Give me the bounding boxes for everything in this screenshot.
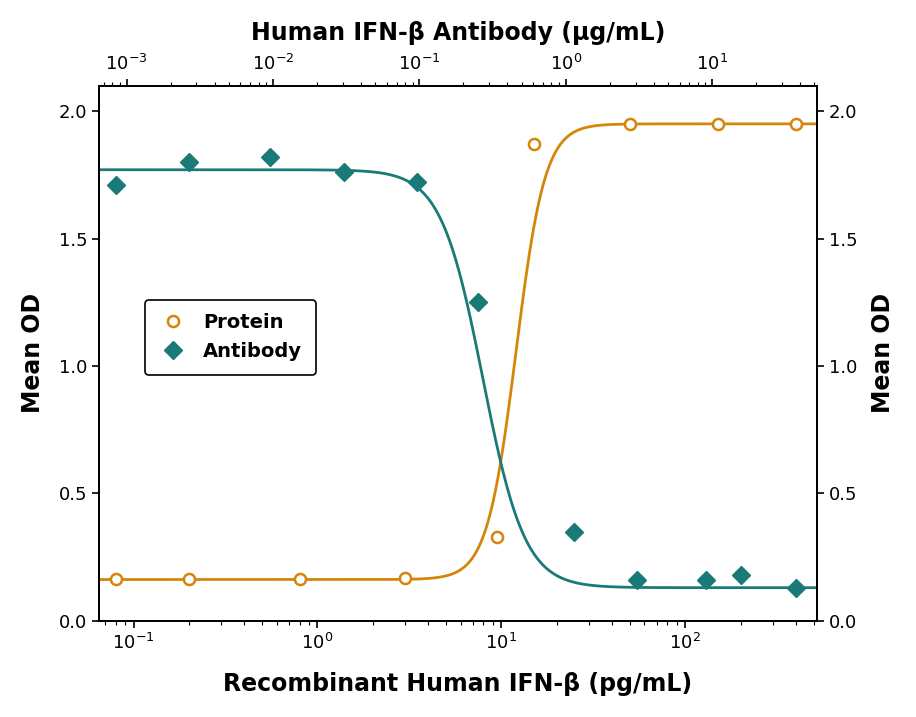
Antibody [473,298,484,307]
Line: Antibody: Antibody [110,151,802,594]
Antibody [632,576,643,584]
Antibody [412,178,423,186]
Protein [183,574,194,583]
Y-axis label: Mean OD: Mean OD [21,293,45,413]
Antibody [183,158,194,166]
Protein [791,120,802,128]
Y-axis label: Mean OD: Mean OD [871,293,895,413]
Antibody [791,584,802,592]
Line: Protein: Protein [110,118,802,584]
Antibody [264,153,275,161]
Protein [625,120,636,128]
Protein [712,120,723,128]
Antibody [735,571,746,579]
Protein [529,140,540,148]
Protein [110,574,121,583]
Protein [492,533,503,541]
Protein [399,574,410,582]
Legend: Protein, Antibody: Protein, Antibody [145,300,316,375]
X-axis label: Human IFN-β Antibody (μg/mL): Human IFN-β Antibody (μg/mL) [251,21,665,45]
Protein [294,574,305,583]
Antibody [339,168,350,176]
X-axis label: Recombinant Human IFN-β (pg/mL): Recombinant Human IFN-β (pg/mL) [224,672,692,696]
Antibody [701,576,712,584]
Antibody [110,181,121,189]
Antibody [569,527,580,536]
